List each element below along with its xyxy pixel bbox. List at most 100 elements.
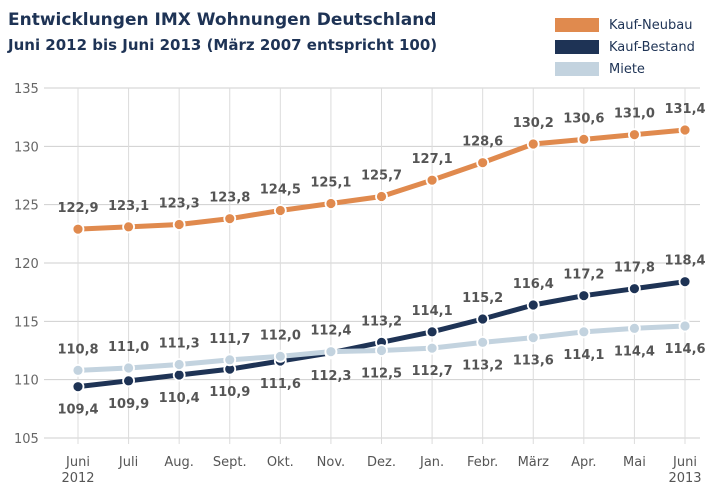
chart-title: Entwicklungen IMX Wohnungen Deutschland	[8, 10, 437, 30]
data-label-miete-9: 113,6	[513, 354, 554, 369]
data-point-kauf-neubau-9	[526, 137, 540, 151]
data-label-kauf-bestand-9: 116,4	[513, 277, 554, 292]
y-tick-label-135: 135	[14, 82, 39, 97]
data-label-kauf-bestand-3: 110,9	[209, 385, 250, 400]
x-tick-label-0: Juni 2012	[61, 455, 94, 486]
x-tick-label-7: Jan.	[419, 455, 444, 470]
y-tick-label-130: 130	[14, 140, 39, 155]
legend-swatch-kauf-bestand	[555, 40, 599, 54]
data-label-kauf-bestand-5: 112,3	[310, 369, 351, 384]
data-label-kauf-bestand-1: 109,9	[108, 397, 149, 412]
x-tick-label-10: Apr.	[571, 455, 596, 470]
data-label-kauf-bestand-4: 111,6	[260, 377, 301, 392]
data-point-kauf-bestand-8	[476, 312, 490, 326]
data-point-kauf-neubau-6	[375, 190, 388, 203]
data-point-miete-10	[577, 325, 591, 339]
data-label-kauf-bestand-10: 117,2	[563, 268, 604, 283]
x-tick-label-6: Dez.	[367, 455, 396, 470]
data-point-kauf-neubau-11	[628, 128, 641, 142]
y-tick-label-120: 120	[14, 257, 39, 272]
data-label-miete-6: 112,5	[361, 367, 402, 382]
data-label-miete-3: 111,7	[209, 332, 250, 347]
data-point-miete-0	[71, 363, 85, 377]
data-point-miete-12	[678, 319, 692, 333]
data-label-kauf-bestand-8: 115,2	[462, 291, 503, 306]
x-tick-label-12: Juni 2013	[668, 455, 701, 486]
data-point-miete-2	[172, 358, 186, 371]
data-label-miete-10: 114,1	[563, 348, 604, 363]
x-tick-label-2: Aug.	[164, 455, 194, 470]
data-label-miete-8: 113,2	[462, 358, 503, 373]
legend: Kauf-Neubau Kauf-Bestand Miete	[555, 14, 695, 80]
data-label-kauf-neubau-12: 131,4	[664, 102, 705, 117]
legend-label-miete: Miete	[609, 61, 645, 77]
data-point-kauf-bestand-0	[71, 380, 85, 394]
data-label-kauf-neubau-4: 124,5	[260, 183, 301, 198]
data-label-miete-1: 111,0	[108, 340, 149, 355]
x-tick-label-9: März	[518, 455, 550, 470]
y-tick-label-115: 115	[14, 315, 39, 330]
data-point-kauf-neubau-5	[324, 197, 338, 210]
y-tick-label-105: 105	[14, 432, 39, 447]
data-label-kauf-neubau-8: 128,6	[462, 135, 503, 150]
data-point-kauf-neubau-4	[273, 204, 287, 217]
data-point-kauf-neubau-7	[425, 173, 439, 187]
data-point-miete-7	[425, 341, 439, 355]
x-tick-label-1: Juli	[118, 455, 138, 470]
data-point-miete-9	[526, 331, 540, 345]
x-tick-label-5: Nov.	[317, 455, 346, 470]
data-label-kauf-neubau-10: 130,6	[563, 111, 604, 126]
data-label-miete-2: 111,3	[159, 337, 200, 352]
x-tick-label-11: Mai	[623, 455, 646, 470]
data-point-kauf-neubau-8	[476, 156, 490, 170]
data-label-kauf-bestand-12: 118,4	[664, 254, 705, 269]
data-label-kauf-neubau-0: 122,9	[57, 201, 98, 216]
x-tick-label-3: Sept.	[213, 455, 247, 470]
y-tick-label-125: 125	[14, 199, 39, 214]
data-point-kauf-bestand-12	[678, 275, 692, 289]
data-point-miete-11	[628, 321, 641, 335]
data-label-kauf-neubau-3: 123,8	[209, 191, 250, 206]
x-tick-label-8: Febr.	[467, 455, 498, 470]
data-label-kauf-neubau-1: 123,1	[108, 199, 149, 214]
data-point-miete-3	[223, 353, 237, 367]
data-point-kauf-bestand-9	[526, 298, 540, 312]
data-label-miete-7: 112,7	[412, 364, 453, 379]
data-label-kauf-bestand-2: 110,4	[159, 391, 200, 406]
data-label-kauf-bestand-0: 109,4	[57, 403, 98, 418]
data-point-kauf-bestand-1	[122, 374, 135, 388]
data-point-miete-4	[273, 349, 287, 363]
data-point-kauf-bestand-10	[577, 289, 591, 303]
data-point-kauf-neubau-0	[71, 222, 85, 236]
data-label-miete-12: 114,6	[664, 342, 705, 357]
data-point-miete-1	[122, 361, 135, 375]
data-point-kauf-bestand-7	[425, 325, 439, 339]
data-label-miete-11: 114,4	[614, 344, 655, 359]
data-label-kauf-bestand-7: 114,1	[412, 304, 453, 319]
legend-swatch-miete	[555, 62, 599, 76]
data-point-kauf-neubau-1	[122, 220, 135, 234]
data-label-kauf-neubau-11: 131,0	[614, 107, 655, 122]
data-point-kauf-neubau-10	[577, 132, 591, 146]
data-label-miete-4: 112,0	[260, 328, 301, 343]
data-label-kauf-neubau-6: 125,7	[361, 169, 402, 184]
data-label-kauf-neubau-5: 125,1	[310, 176, 351, 191]
legend-swatch-kauf-neubau	[555, 18, 599, 32]
data-point-kauf-bestand-11	[628, 282, 641, 296]
data-label-kauf-bestand-6: 113,2	[361, 314, 402, 329]
data-point-kauf-neubau-2	[172, 218, 186, 231]
legend-label-kauf-bestand: Kauf-Bestand	[609, 39, 695, 55]
legend-item-miete: Miete	[555, 58, 695, 80]
data-point-miete-8	[476, 335, 490, 349]
data-label-kauf-bestand-11: 117,8	[614, 261, 655, 276]
data-point-miete-6	[375, 344, 388, 357]
data-point-kauf-neubau-12	[678, 123, 692, 137]
data-label-miete-0: 110,8	[57, 342, 98, 357]
data-label-kauf-neubau-9: 130,2	[513, 116, 554, 131]
legend-item-kauf-bestand: Kauf-Bestand	[555, 36, 695, 58]
data-point-kauf-bestand-2	[172, 368, 186, 382]
legend-item-kauf-neubau: Kauf-Neubau	[555, 14, 695, 36]
legend-label-kauf-neubau: Kauf-Neubau	[609, 17, 693, 33]
y-tick-label-110: 110	[14, 374, 39, 389]
